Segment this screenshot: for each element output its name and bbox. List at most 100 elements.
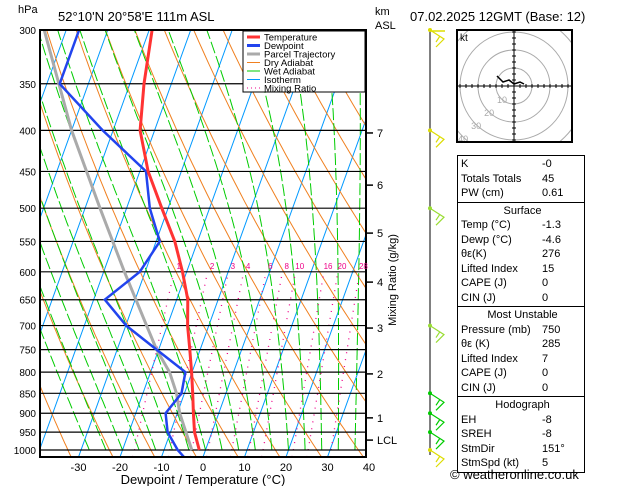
pressure-tick-label: 700	[19, 322, 36, 333]
temperature-tick-label: 40	[363, 462, 375, 474]
pressure-tick-label: 300	[19, 26, 36, 37]
x-axis-title: Dewpoint / Temperature (°C)	[121, 472, 286, 486]
wind-barb	[429, 29, 445, 48]
index-row: CIN (J) 0	[461, 291, 584, 306]
wind-barb-dot	[428, 391, 432, 396]
sounding-series	[42, 30, 201, 457]
pressure-unit-label: hPa	[18, 4, 38, 16]
legend-label: Dry Adiabat	[264, 58, 313, 69]
legend-label: Mixing Ratio	[264, 84, 316, 95]
temperature-line	[138, 30, 201, 451]
index-row: StmSpd (kt) 5	[461, 456, 584, 471]
legend-box	[242, 30, 366, 93]
copyright-footer: © weatheronline.co.uk	[450, 467, 579, 482]
surface-title: Surface	[503, 204, 542, 217]
wet-adiabat-line	[104, 30, 240, 451]
wind-barb	[429, 207, 445, 226]
index-row: K -0	[461, 157, 584, 172]
hodograph-ring-label: 10	[497, 95, 507, 105]
wind-barbs	[428, 28, 445, 468]
temperature-tick-label: -10	[154, 462, 170, 474]
index-row: Lifted Index 7	[461, 352, 584, 367]
km-tick-label: 1	[377, 413, 383, 425]
km-label: km	[375, 6, 390, 18]
wind-barb-dot	[428, 430, 432, 435]
dry-adiabat-line	[163, 30, 366, 403]
mixing-ratio-label: 8	[284, 262, 289, 271]
index-value: 285	[542, 338, 561, 350]
temperature-tick-label: -30	[71, 462, 87, 474]
hodograph-unit-label: kt	[460, 33, 468, 44]
temperature-tick-label: 20	[280, 462, 292, 474]
temperature-tick-label: -20	[112, 462, 128, 474]
index-label: StmDir	[461, 442, 495, 455]
index-row: EH -8	[461, 413, 584, 428]
wind-barb	[429, 129, 445, 148]
pressure-tick-label: 950	[19, 428, 36, 439]
index-value: -0	[542, 158, 552, 170]
index-row: CAPE (J) 0	[461, 276, 584, 291]
pressure-tick-label: 750	[19, 346, 36, 357]
pressure-tick-label: 1000	[14, 446, 37, 457]
asl-label: ASL	[375, 20, 396, 32]
index-row: Pressure (mb) 750	[461, 323, 584, 338]
index-row: θε(K) 276	[461, 247, 584, 262]
pressure-tick-label: 900	[19, 409, 36, 420]
wind-barb-dot	[428, 411, 432, 416]
pressure-grid	[40, 29, 366, 451]
index-label: StmSpd (kt)	[461, 457, 520, 469]
legend-label: Dewpoint	[264, 41, 304, 52]
hodograph-title: Hodograph	[495, 399, 550, 411]
pressure-tick-label: 550	[19, 237, 36, 248]
index-value: -8	[542, 428, 552, 440]
mixing-ratio-label: 10	[295, 262, 304, 271]
hodograph-ring-label: 40	[458, 134, 468, 144]
index-row: StmDir 151°	[461, 442, 584, 457]
hodograph-ring-label: 20	[484, 108, 494, 118]
index-row: CIN (J) 0	[461, 381, 584, 396]
dry-adiabat-line	[281, 30, 366, 181]
pressure-tick-label: 450	[19, 167, 36, 178]
isotherm-line	[40, 30, 150, 335]
index-label: Lifted Index	[461, 262, 518, 275]
wet-adiabat-line	[40, 284, 107, 451]
isotherm-line	[40, 30, 109, 220]
temperature-tick-label: 0	[200, 462, 206, 474]
km-tick-label: 7	[377, 128, 383, 140]
wind-barb	[429, 412, 445, 431]
mixing-ratio-label: 28	[359, 262, 368, 271]
index-value: 7	[542, 352, 549, 365]
pressure-tick-label: 400	[19, 126, 36, 137]
index-label: CIN (J)	[461, 291, 496, 304]
surface-indices: Surface Temp (°C) -1.3 Dewp (°C) -4.6 θε(K) 27…	[458, 203, 584, 307]
general-indices: K -0 Totals Totals 45 PW (cm) 0.61	[458, 156, 584, 203]
pressure-tick-label: 600	[19, 268, 36, 279]
km-tick-label: 4	[377, 277, 383, 289]
axes: 1 2 3 4 6 8 10 16 20 2830035040045050055060065070…	[14, 26, 399, 486]
wet-adiabat-line	[40, 327, 90, 451]
datetime-title: 07.02.2025 12GMT (Base: 12)	[410, 9, 586, 24]
index-label: θε(K)	[461, 248, 487, 260]
wet-adiabat-line	[326, 30, 340, 450]
index-label: CAPE (J)	[461, 277, 507, 289]
km-tick-label: LCL	[377, 435, 397, 447]
km-tick-label: 2	[377, 369, 383, 381]
mixing-ratio-label: 4	[246, 262, 251, 271]
index-value: 151°	[542, 442, 565, 455]
wind-barb-dot	[428, 206, 432, 211]
index-row: Dewp (°C) -4.6	[461, 233, 584, 248]
dry-adiabat-line	[222, 30, 366, 290]
index-label: K	[461, 158, 469, 170]
index-value: -8	[542, 413, 552, 426]
index-label: EH	[461, 413, 477, 426]
index-row: PW (cm) 0.61	[461, 186, 584, 201]
wet-adiabat-line	[79, 30, 223, 451]
wind-barb-dot	[428, 323, 432, 328]
most-unstable-title: Most Unstable	[487, 309, 558, 321]
index-value: 15	[542, 262, 555, 275]
pressure-tick-label: 350	[19, 80, 36, 91]
wind-barb	[429, 392, 445, 411]
index-value: 750	[542, 323, 561, 336]
mixing-ratio-label: 1	[176, 262, 181, 271]
